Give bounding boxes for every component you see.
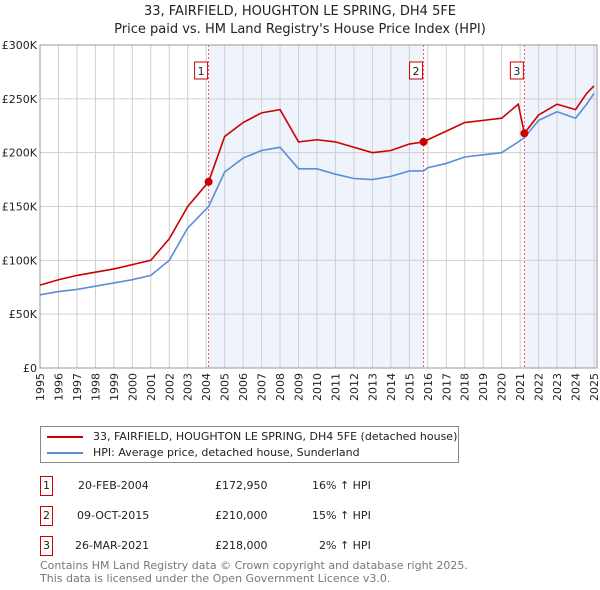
y-tick-label: £200K bbox=[2, 147, 38, 160]
x-tick-label: 2023 bbox=[551, 373, 564, 401]
y-tick-label: £100K bbox=[2, 254, 38, 267]
sale-marker: 1 bbox=[40, 476, 53, 496]
sale-date: 09-OCT-2015 bbox=[77, 509, 150, 522]
chart-title: 33, FAIRFIELD, HOUGHTON LE SPRING, DH4 5… bbox=[143, 4, 457, 19]
sale-point bbox=[419, 137, 428, 146]
legend-swatch-property bbox=[47, 435, 83, 438]
hpi-line bbox=[39, 92, 595, 296]
x-tick-label: 2006 bbox=[237, 373, 250, 401]
sale-hpi: 16% ↑ HPI bbox=[312, 479, 371, 492]
x-tick-label: 2017 bbox=[440, 373, 453, 401]
x-tick-label: 2020 bbox=[496, 373, 509, 401]
sale-label: 2 bbox=[413, 65, 420, 78]
x-tick-label: 2008 bbox=[274, 373, 287, 401]
x-tick-label: 1999 bbox=[108, 373, 121, 401]
sale-label-box bbox=[194, 61, 209, 80]
footer: Contains HM Land Registry data © Crown c… bbox=[40, 559, 468, 585]
sale-label-box bbox=[509, 61, 524, 80]
sale-row: 2 09-OCT-2015 £210,000 15% ↑ HPI bbox=[40, 506, 440, 526]
legend-label-hpi: HPI: Average price, detached house, Sund… bbox=[93, 446, 360, 459]
sale-label: 1 bbox=[198, 65, 205, 78]
x-tick-label: 2025 bbox=[588, 373, 600, 401]
sale-marker: 2 bbox=[40, 506, 53, 526]
x-tick-label: 2018 bbox=[459, 373, 472, 401]
sale-point bbox=[204, 177, 213, 186]
sale-label: 3 bbox=[513, 65, 520, 78]
x-tick-label: 2004 bbox=[200, 373, 213, 401]
sale-hpi: 2% ↑ HPI bbox=[319, 539, 371, 552]
sale-row: 1 20-FEB-2004 £172,950 16% ↑ HPI bbox=[40, 476, 440, 496]
sale-label-box bbox=[409, 61, 424, 80]
plot-frame bbox=[39, 44, 598, 369]
sale-date: 20-FEB-2004 bbox=[78, 479, 149, 492]
x-tick-label: 2014 bbox=[385, 373, 398, 401]
x-tick-label: 2000 bbox=[126, 373, 139, 401]
legend: 33, FAIRFIELD, HOUGHTON LE SPRING, DH4 5… bbox=[40, 426, 459, 463]
x-tick-label: 2003 bbox=[182, 373, 195, 401]
sale-price: £172,950 bbox=[215, 479, 268, 492]
x-tick-label: 2022 bbox=[533, 373, 546, 401]
y-tick-label: £250K bbox=[2, 93, 38, 106]
sale-row: 3 26-MAR-2021 £218,000 2% ↑ HPI bbox=[40, 536, 440, 556]
x-tick-label: 1996 bbox=[52, 373, 65, 401]
chart-plot: 1995 1996 1997 1998 1999 2000 2001 2002 2003 2004… bbox=[2, 39, 600, 401]
sale-price: £210,000 bbox=[215, 509, 268, 522]
footer-line1: Contains HM Land Registry data © Crown c… bbox=[40, 559, 468, 572]
sale-hpi: 15% ↑ HPI bbox=[312, 509, 371, 522]
sale-price: £218,000 bbox=[215, 539, 268, 552]
x-tick-label: 2007 bbox=[256, 373, 269, 401]
x-tick-label: 2001 bbox=[145, 373, 158, 401]
x-tick-label: 1997 bbox=[71, 373, 84, 401]
x-tick-label: 2016 bbox=[422, 373, 435, 401]
x-tick-label: 2005 bbox=[219, 373, 232, 401]
y-tick-label: £300K bbox=[2, 39, 38, 52]
x-tick-label: 2019 bbox=[477, 373, 490, 401]
x-tick-label: 1998 bbox=[89, 373, 102, 401]
footer-line2: This data is licensed under the Open Gov… bbox=[40, 572, 391, 585]
legend-label-property: 33, FAIRFIELD, HOUGHTON LE SPRING, DH4 5… bbox=[93, 430, 458, 443]
price-line bbox=[39, 85, 595, 286]
y-tick-label: £150K bbox=[2, 201, 38, 214]
x-tick-label: 2009 bbox=[293, 373, 306, 401]
x-tick-label: 2011 bbox=[329, 373, 342, 401]
x-tick-label: 2002 bbox=[163, 373, 176, 401]
chart-subtitle: Price paid vs. HM Land Registry's House … bbox=[114, 22, 486, 37]
sale-date: 26-MAR-2021 bbox=[75, 539, 150, 552]
x-tick-label: 2013 bbox=[366, 373, 379, 401]
x-tick-label: 1995 bbox=[34, 373, 47, 401]
x-tick-label: 2015 bbox=[403, 373, 416, 401]
y-tick-label: £0 bbox=[23, 362, 37, 375]
x-tick-label: 2024 bbox=[570, 373, 583, 401]
y-tick-label: £50K bbox=[9, 308, 38, 321]
sale-point bbox=[520, 129, 529, 138]
sale-marker: 3 bbox=[40, 536, 53, 556]
x-tick-label: 2010 bbox=[311, 373, 324, 401]
x-tick-label: 2021 bbox=[514, 373, 527, 401]
x-tick-label: 2012 bbox=[348, 373, 361, 401]
legend-swatch-hpi bbox=[47, 451, 83, 454]
